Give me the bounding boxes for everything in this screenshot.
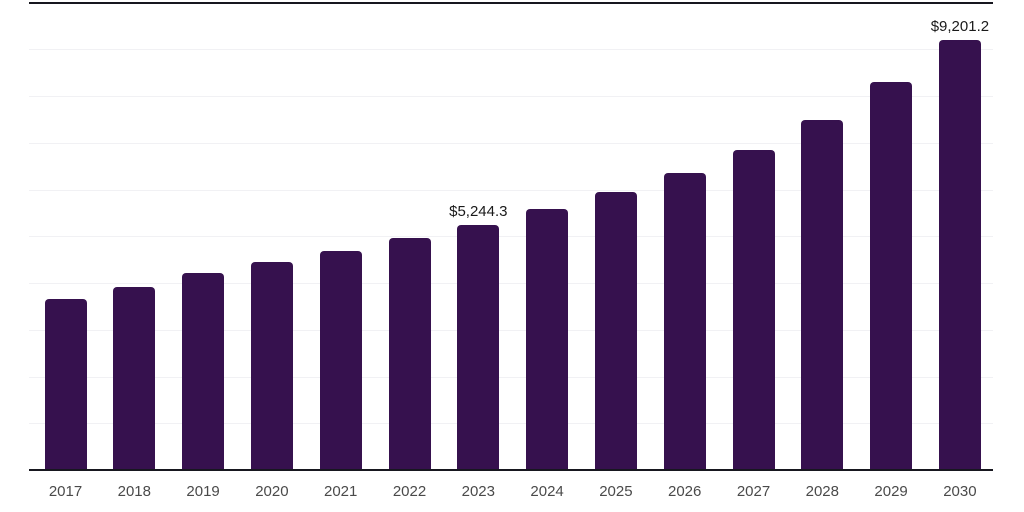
- gridline: [29, 283, 993, 284]
- gridline: [29, 49, 993, 51]
- gridline: [29, 423, 993, 425]
- bar-2024: [526, 209, 569, 470]
- x-tick-label-2019: 2019: [186, 483, 220, 500]
- bar-2026: [663, 173, 706, 470]
- bar-2030: [938, 39, 981, 470]
- plot-top-border: [29, 1, 993, 4]
- x-tick-label-2017: 2017: [48, 483, 83, 500]
- data-label-2023: $5,244.3: [449, 202, 508, 220]
- data-label-2030: $9,201.2: [930, 17, 990, 35]
- x-tick-label-2020: 2020: [255, 483, 289, 500]
- bar-2028: [801, 119, 844, 470]
- gridline: [29, 142, 993, 144]
- gridline: [29, 376, 993, 378]
- bar-2027: [732, 149, 775, 470]
- x-axis-line: [29, 469, 993, 471]
- x-tick-label-2018: 2018: [117, 483, 151, 500]
- gridline: [29, 329, 993, 331]
- gridline: [29, 189, 993, 191]
- bar-2017: [44, 299, 87, 470]
- x-tick-label-2027: 2027: [736, 483, 771, 500]
- bar-2023: [457, 224, 500, 470]
- bar-2020: [250, 261, 293, 470]
- x-tick-label-2022: 2022: [392, 483, 427, 500]
- x-tick-label-2024: 2024: [530, 483, 564, 500]
- x-tick-label-2029: 2029: [874, 483, 908, 500]
- x-tick-label-2028: 2028: [805, 483, 839, 500]
- gridline: [29, 236, 993, 238]
- bar-2021: [319, 250, 362, 470]
- x-tick-label-2026: 2026: [668, 483, 702, 500]
- x-tick-label-2023: 2023: [461, 483, 495, 500]
- bar-2022: [388, 238, 431, 470]
- bar-2019: [182, 273, 225, 470]
- x-tick-label-2025: 2025: [599, 483, 633, 500]
- bar-2018: [113, 287, 156, 470]
- bar-2029: [870, 82, 913, 470]
- bar-2025: [594, 192, 637, 470]
- gridline: [29, 96, 993, 97]
- x-tick-label-2030: 2030: [943, 483, 977, 500]
- x-tick-label-2021: 2021: [324, 483, 358, 500]
